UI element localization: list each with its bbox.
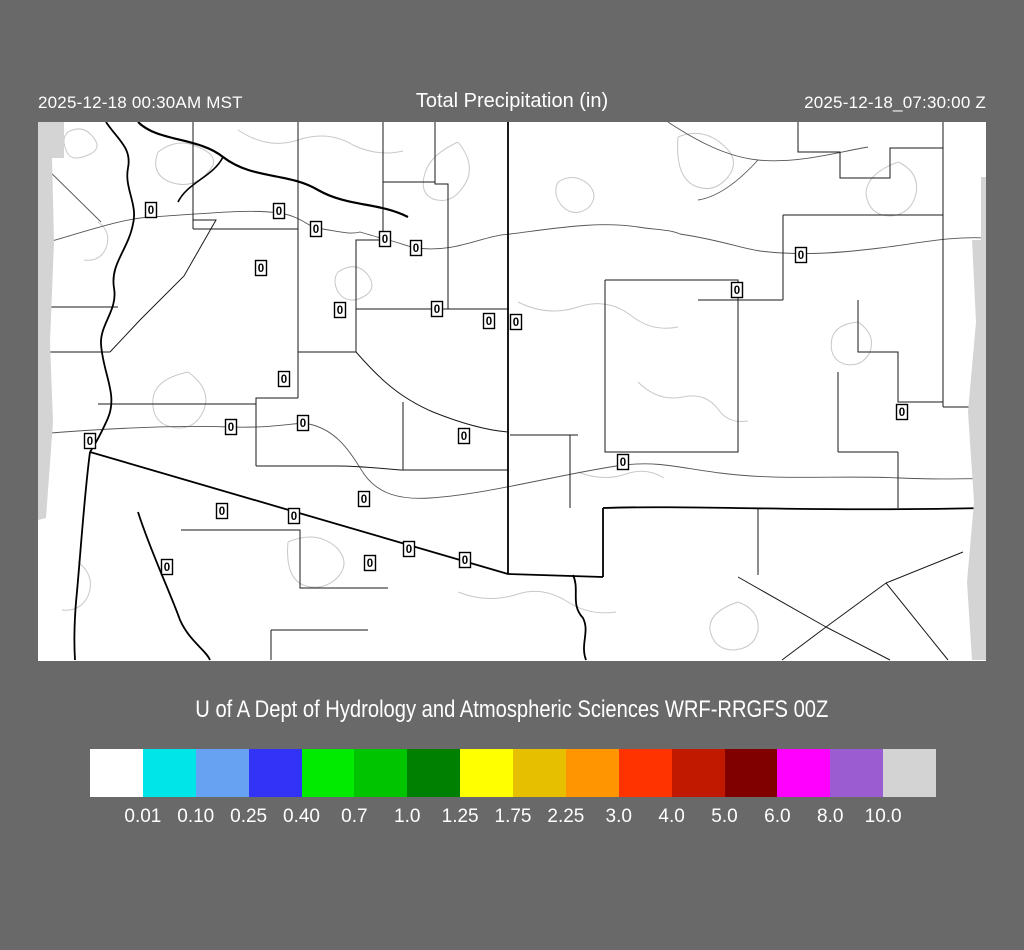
colorbar-swatch [671,749,725,797]
colorbar-swatch [142,749,196,797]
station-value: 0 [337,305,343,317]
header-right-timestamp: 2025-12-18_07:30:00 Z [804,93,986,112]
station-marker-box [287,507,301,525]
station-marker-box [430,300,444,318]
station-value: 0 [164,562,170,574]
precip-colorbar [90,749,936,797]
colorbar-label: 1.75 [494,806,532,827]
station-value: 0 [276,206,282,218]
station-marker-box [309,220,323,238]
station-value: 0 [461,431,467,443]
station-marker-box [378,230,392,248]
station-value: 0 [899,407,905,419]
colorbar-swatch [513,749,566,797]
station-value: 0 [148,205,154,217]
colorbar-label: 0.40 [283,806,320,827]
colorbar-swatch [830,749,884,797]
colorbar-label: 6.0 [764,806,791,827]
station-marker-box [794,246,808,264]
map-title: Total Precipitation (in) [415,90,609,112]
station-value: 0 [87,436,93,448]
station-marker-box [277,370,291,388]
station-value: 0 [620,457,626,469]
station-marker-box [509,313,523,331]
station-marker-box [457,427,471,445]
station-value: 0 [406,544,412,556]
station-marker-box [482,312,496,330]
colorbar-label: 4.0 [658,806,685,827]
colorbar-swatch [301,749,355,797]
station-marker-box [83,432,97,450]
colorbar-swatch [195,749,249,797]
station-marker-box [296,414,310,432]
state-borders [73,121,987,661]
station-value: 0 [798,250,804,262]
station-value: 0 [734,285,740,297]
colorbar-label: 10.0 [864,806,902,827]
weather-map: 0 0 0 0 0 0 0 0 0 0 0 0 0 0 0 0 0 0 0 0 0 0 0 0 0 0 [37,121,987,661]
station-marker-box [895,403,909,421]
station-value: 0 [367,558,373,570]
colorbar-label: 0.01 [124,806,162,827]
station-value: 0 [413,243,419,255]
station-marker-box [730,281,744,299]
colorbar-swatch [724,749,778,797]
station-marker-box [616,453,630,471]
station-value: 0 [258,263,264,275]
station-value: 0 [434,304,440,316]
station-marker-box [333,301,347,319]
colorbar-swatch [777,749,831,797]
credit-line: U of A Dept of Hydrology and Atmospheric… [195,696,829,723]
station-value: 0 [361,494,367,506]
colorbar-label: 1.0 [394,806,421,827]
colorbar-label: 2.25 [547,806,585,827]
station-value: 0 [382,234,388,246]
station-value: 0 [219,506,225,518]
station-value: 0 [281,374,287,386]
domain-edge-strips [38,122,986,660]
colorbar-label: 1.25 [441,806,479,827]
colorbar-swatch [354,749,408,797]
station-value: 0 [513,317,519,329]
station-marker-box [272,202,286,220]
colorbar-swatch [565,749,619,797]
station-value: 0 [228,422,234,434]
colorbar-swatch [90,749,143,797]
weather-map-area: 0 0 0 0 0 0 0 0 0 0 0 0 0 0 0 0 0 0 0 0 0 0 0 0 0 0 [37,121,987,661]
colorbar-label: 5.0 [711,806,738,827]
colorbar-label: 0.25 [230,806,268,827]
station-value: 0 [486,316,492,328]
colorbar-label: 0.10 [177,806,215,827]
colorbar-swatch [460,749,513,797]
colorbar-label: 8.0 [817,806,844,827]
station-marker-box [458,551,472,569]
station-marker-box [215,502,229,520]
station-value: 0 [313,224,319,236]
station-value: 0 [300,418,306,430]
colorbar-label: 0.7 [341,806,368,827]
county-boundaries [38,122,986,661]
terrain-contours [61,128,918,651]
colorbar-swatch [618,749,672,797]
station-marker-box [357,490,371,508]
station-value: 0 [291,511,297,523]
station-marker-box [224,418,238,436]
station-marker-box [254,259,268,277]
station-value: 0 [462,555,468,567]
station-marker-box [402,540,416,558]
station-marker-box [409,239,423,257]
station-markers: 0 0 0 0 0 0 0 0 0 0 0 0 0 0 0 0 0 0 0 0 0 0 0 0 0 0 [83,201,909,576]
colorbar-swatch [248,749,302,797]
station-marker-box [363,554,377,572]
colorbar-swatch [407,749,461,797]
station-marker-box [144,201,158,219]
colorbar-label: 3.0 [605,806,632,827]
colorbar-labels: 0.01 0.10 0.25 0.40 0.7 1.0 1.25 1.75 2.25 3.0 4.0… [90,806,936,832]
station-marker-box [160,558,174,576]
header-left-timestamp: 2025-12-18 00:30AM MST [38,93,243,112]
colorbar-swatch [883,749,936,797]
